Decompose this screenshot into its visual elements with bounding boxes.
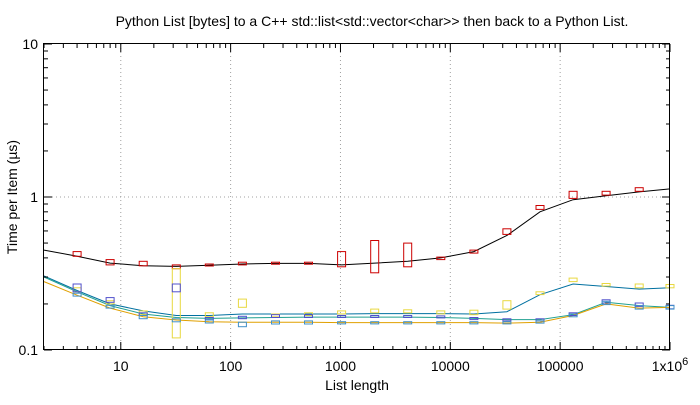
series-4-box	[138, 315, 148, 320]
series-2-box	[634, 283, 644, 289]
series-4-box	[171, 318, 181, 323]
y-tick-label: 10	[22, 36, 38, 52]
series-2-box	[601, 283, 611, 287]
series-1-box	[304, 261, 313, 265]
y-tick-label: 1	[30, 189, 38, 205]
x-tick-label: 10	[113, 358, 129, 374]
series-2-line	[43, 275, 671, 316]
series-4-box	[502, 321, 512, 325]
series-3-box	[634, 302, 644, 307]
series-1-box	[72, 251, 82, 257]
series-4-box	[634, 305, 644, 310]
series-2-box	[171, 268, 181, 339]
x-tick-label: 10000	[431, 358, 470, 374]
series-2-box	[436, 310, 446, 315]
series-4-line	[43, 281, 671, 324]
chart-title: Python List [bytes] to a C++ std::list<s…	[116, 13, 629, 29]
x-axis-label: List length	[325, 377, 389, 393]
series-2-box	[204, 312, 214, 318]
series-4-box	[370, 321, 380, 325]
x-tick-label: 100000	[537, 358, 584, 374]
series-3-box	[469, 317, 479, 321]
series-4-box	[436, 321, 446, 325]
series-3-box	[370, 315, 380, 318]
series-3-box	[171, 283, 181, 293]
series-3-box	[72, 283, 82, 293]
series-2-box	[237, 298, 247, 308]
series-2-box	[502, 300, 512, 310]
series-1-box	[535, 205, 545, 210]
series-1-box	[138, 260, 148, 267]
series-2-box	[304, 312, 313, 316]
series-3-box	[502, 318, 512, 322]
series-1-box	[105, 259, 115, 266]
series-4-box	[304, 320, 313, 325]
series-1-box	[204, 263, 214, 267]
series-3-box	[337, 315, 347, 318]
series-3-box	[436, 315, 446, 319]
series-3-box	[237, 315, 247, 320]
series-4-box	[403, 321, 413, 325]
series-1-box	[469, 249, 479, 254]
series-3-box	[271, 314, 280, 319]
series-2-box	[568, 277, 578, 283]
series-1-box	[436, 256, 446, 261]
series-1-line	[43, 188, 671, 267]
series-3-box	[105, 297, 115, 303]
series-4-box	[535, 320, 545, 324]
series-2-box	[469, 309, 479, 316]
x-tick-label: 1000	[325, 358, 356, 374]
series-1-box	[568, 190, 578, 199]
tick-layer: 10 100 1000 10000 100000 1x106 0.1 1 10	[19, 36, 689, 374]
series-4-box	[72, 292, 82, 297]
series-2-box	[535, 291, 545, 296]
series-4-box	[271, 320, 280, 325]
series-3-box	[403, 315, 413, 318]
series-layer	[43, 187, 675, 339]
series-1-box	[634, 187, 644, 192]
series-1-box	[601, 190, 611, 196]
series-1-box	[271, 261, 280, 265]
series-1-box	[403, 242, 413, 268]
series-4-box	[469, 321, 479, 325]
series-3-line	[43, 276, 671, 321]
series-1-box	[370, 240, 380, 274]
series-4-box	[105, 304, 115, 309]
x-tick-label: 1x106	[652, 356, 688, 374]
series-1-box	[237, 261, 247, 266]
series-1-box	[502, 228, 512, 235]
series-3-box	[304, 314, 313, 319]
series-2-box	[403, 309, 413, 314]
series-2-box	[337, 310, 347, 315]
x-tick-label: 100	[219, 358, 243, 374]
grid-layer	[44, 44, 670, 350]
series-4-box	[237, 321, 247, 328]
series-4-box	[204, 319, 214, 324]
series-4-box	[601, 300, 611, 306]
series-4-box	[337, 321, 347, 325]
y-axis-label: Time per Item (µs)	[4, 140, 20, 254]
y-tick-label: 0.1	[19, 342, 39, 358]
series-2-box	[370, 308, 380, 314]
series-1-box	[337, 251, 347, 268]
series-4-box	[568, 313, 578, 318]
